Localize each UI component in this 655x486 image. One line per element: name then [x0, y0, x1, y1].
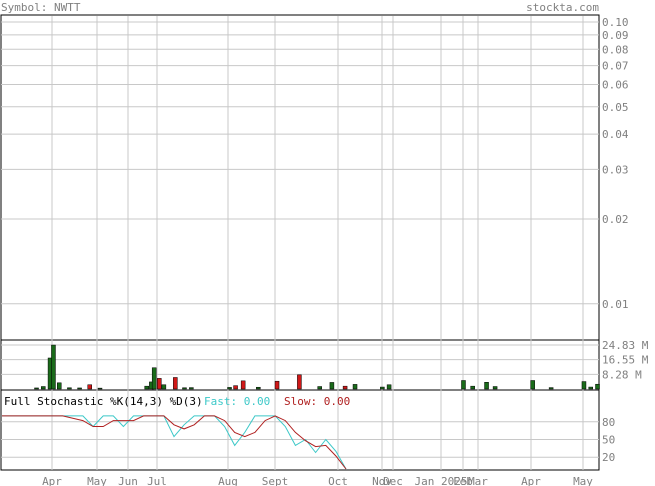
volume-bar — [386, 384, 392, 390]
month-gridlines — [51, 16, 584, 470]
stochastic-tick-label: 80 — [602, 416, 615, 429]
volume-bar — [189, 387, 194, 390]
stochastic-grid — [1, 421, 599, 458]
fast-line — [2, 415, 347, 470]
price-tick-label: 0.07 — [602, 60, 629, 73]
volume-bar — [581, 381, 587, 390]
x-tick-label: Mar — [468, 475, 488, 486]
stochastic-tick-label: 20 — [602, 451, 615, 464]
volume-bar — [157, 378, 162, 390]
volume-bar — [51, 344, 56, 390]
volume-bar — [484, 382, 489, 390]
volume-bar — [173, 377, 178, 390]
volume-bar — [77, 387, 82, 390]
price-tick-label: 0.02 — [602, 213, 629, 226]
volume-grid — [1, 344, 599, 375]
price-tick-label: 0.10 — [602, 16, 629, 29]
price-tick-label: 0.04 — [602, 128, 629, 141]
x-tick-label: Nov — [372, 475, 392, 486]
brand-label: stockta.com — [526, 1, 599, 14]
volume-bar — [227, 387, 232, 390]
volume-bar — [34, 387, 39, 390]
stochastic-fast-label: Fast: 0.00 — [204, 395, 270, 408]
x-tick-label: Apr — [42, 475, 62, 486]
volume-bar — [548, 387, 554, 390]
volume-bar — [297, 374, 302, 390]
price-tick-label: 0.03 — [602, 163, 629, 176]
price-axis: 0.100.090.08 0.07 0.06 0.05 0.04 0.03 0.02 0.01 — [602, 16, 629, 311]
x-tick-label: May — [573, 475, 593, 486]
volume-bar — [41, 386, 46, 390]
volume-bar — [461, 380, 466, 390]
symbol-label: Symbol: NWTT — [1, 1, 81, 14]
stochastic-slow-label: Slow: 0.00 — [284, 395, 350, 408]
price-tick-label: 0.06 — [602, 78, 629, 91]
volume-bars — [34, 344, 600, 390]
volume-bar — [161, 384, 167, 390]
price-tick-label: 0.09 — [602, 29, 629, 42]
volume-bar — [240, 380, 246, 390]
volume-bar — [588, 386, 593, 390]
volume-bar — [352, 384, 358, 390]
volume-tick-label: 24.83 M — [602, 339, 649, 352]
x-tick-label: May — [87, 475, 107, 486]
price-tick-label: 0.08 — [602, 43, 629, 56]
volume-bar — [256, 386, 261, 390]
volume-bar — [317, 386, 322, 390]
volume-bar — [380, 386, 385, 390]
volume-bar — [97, 387, 103, 390]
volume-bar — [57, 382, 62, 390]
stochastic-lines — [2, 415, 347, 470]
volume-bar — [151, 367, 157, 390]
volume-bar — [67, 387, 72, 390]
x-tick-label: Jul — [147, 475, 167, 486]
x-tick-label: Jan 2025 — [415, 475, 468, 486]
x-tick-label: Apr — [521, 475, 541, 486]
volume-bar — [274, 380, 280, 390]
stochastic-panel-frame — [0, 389, 600, 471]
volume-bar — [233, 385, 238, 390]
x-tick-label: Oct — [328, 475, 348, 486]
stochastic-tick-label: 50 — [602, 434, 615, 447]
slow-line — [2, 415, 347, 470]
price-tick-label: 0.05 — [602, 101, 629, 114]
volume-bar — [530, 380, 535, 390]
volume-bar — [329, 382, 335, 390]
volume-tick-label: 16.55 M — [602, 354, 649, 367]
x-tick-label: Jun — [118, 475, 138, 486]
price-panel-frame — [0, 14, 600, 341]
volume-bar — [182, 387, 187, 390]
price-tick-label: 0.01 — [602, 298, 629, 311]
volume-tick-label: 8.28 M — [602, 368, 642, 381]
volume-bar — [595, 383, 600, 390]
volume-axis: 24.83 M 16.55 M8.28 M — [602, 339, 649, 381]
x-tick-label: Sept — [262, 475, 289, 486]
volume-bar — [87, 384, 92, 390]
price-grid — [1, 21, 599, 305]
volume-bar — [144, 385, 149, 390]
x-tick-label: Dec — [383, 475, 403, 486]
volume-bar — [470, 385, 475, 390]
volume-bar — [342, 385, 348, 390]
volume-bar — [492, 386, 498, 390]
stochastic-title: Full Stochastic %K(14,3) %D(3) — [4, 395, 203, 408]
x-tick-label: Aug — [218, 475, 238, 486]
x-tick-label: Feb — [453, 475, 473, 486]
stochastic-axis: 80 50 20 — [602, 416, 615, 464]
